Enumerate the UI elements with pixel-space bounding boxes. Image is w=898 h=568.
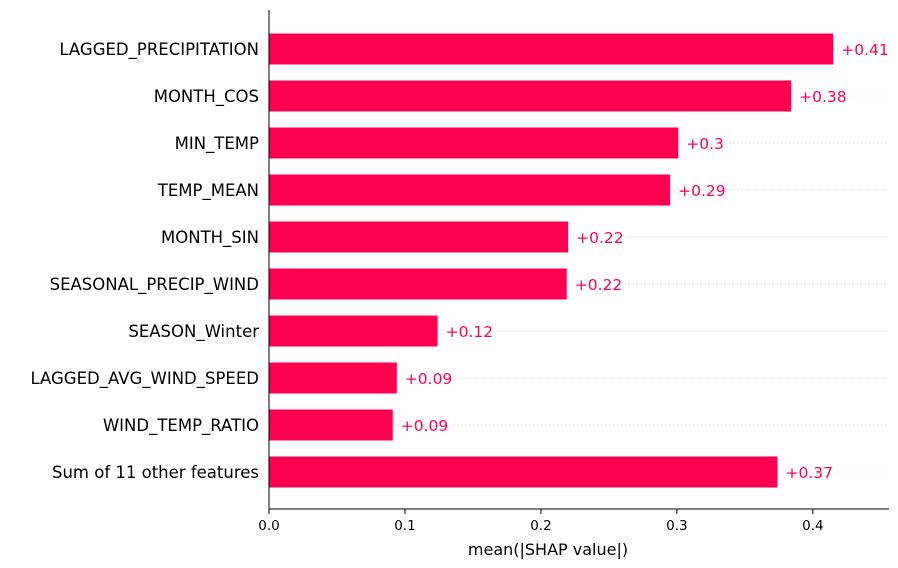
- x-tick-label: 0.4: [802, 518, 823, 534]
- value-label-backing: [574, 227, 627, 247]
- category-label: LAGGED_AVG_WIND_SPEED: [30, 369, 259, 389]
- value-label-backing: [402, 368, 455, 388]
- category-label: LAGGED_PRECIPITATION: [59, 40, 259, 60]
- bar: [269, 80, 792, 112]
- bars: [269, 33, 834, 488]
- value-label: +0.29: [678, 182, 726, 200]
- x-axis-ticks: 0.0 0.1 0.2 0.3 0.4: [258, 509, 824, 534]
- value-label-backing: [572, 274, 625, 294]
- value-label: +0.09: [401, 417, 449, 435]
- category-label: MIN_TEMP: [175, 134, 259, 154]
- category-labels: LAGGED_PRECIPITATION MONTH_COS MIN_TEMP TEM…: [30, 40, 259, 482]
- category-label: SEASON_Winter: [128, 322, 259, 342]
- bar: [269, 315, 438, 347]
- value-label: +0.38: [799, 88, 847, 106]
- value-labels: +0.41 +0.38 +0.3 +0.29 +0.22 +0.22 +0.12 +0.09 +…: [398, 39, 892, 482]
- value-label-backing: [839, 39, 892, 59]
- dotted-guide-lines: [269, 48, 889, 473]
- value-label: +0.22: [576, 229, 624, 247]
- category-label: MONTH_SIN: [161, 228, 259, 248]
- value-label: +0.22: [575, 276, 623, 294]
- bar: [269, 221, 569, 253]
- value-label-backing: [398, 415, 451, 435]
- bar: [269, 127, 679, 159]
- value-label-backing: [797, 86, 850, 106]
- category-label: SEASONAL_PRECIP_WIND: [50, 275, 259, 295]
- value-label: +0.12: [446, 323, 494, 341]
- value-label: +0.3: [686, 135, 724, 153]
- x-tick-label: 0.3: [666, 518, 687, 534]
- bar: [269, 33, 834, 65]
- bar: [269, 362, 397, 394]
- value-label: +0.37: [786, 464, 834, 482]
- x-tick-label: 0.2: [530, 518, 551, 534]
- value-label: +0.41: [841, 41, 889, 59]
- category-label: WIND_TEMP_RATIO: [103, 416, 259, 436]
- x-tick-label: 0.0: [258, 518, 279, 534]
- value-label-backing: [676, 180, 729, 200]
- value-label-backing: [684, 133, 727, 153]
- category-label: Sum of 11 other features: [52, 463, 259, 482]
- category-label: TEMP_MEAN: [157, 181, 259, 201]
- value-label-backing: [783, 462, 836, 482]
- value-label: +0.09: [405, 370, 453, 388]
- bar: [269, 268, 567, 300]
- bar: [269, 174, 671, 206]
- x-tick-label: 0.1: [394, 518, 415, 534]
- bar: [269, 456, 778, 488]
- value-label-backing: [443, 321, 496, 341]
- category-label: MONTH_COS: [154, 87, 259, 107]
- x-axis-title: mean(|SHAP value|): [468, 540, 628, 559]
- bar: [269, 409, 393, 441]
